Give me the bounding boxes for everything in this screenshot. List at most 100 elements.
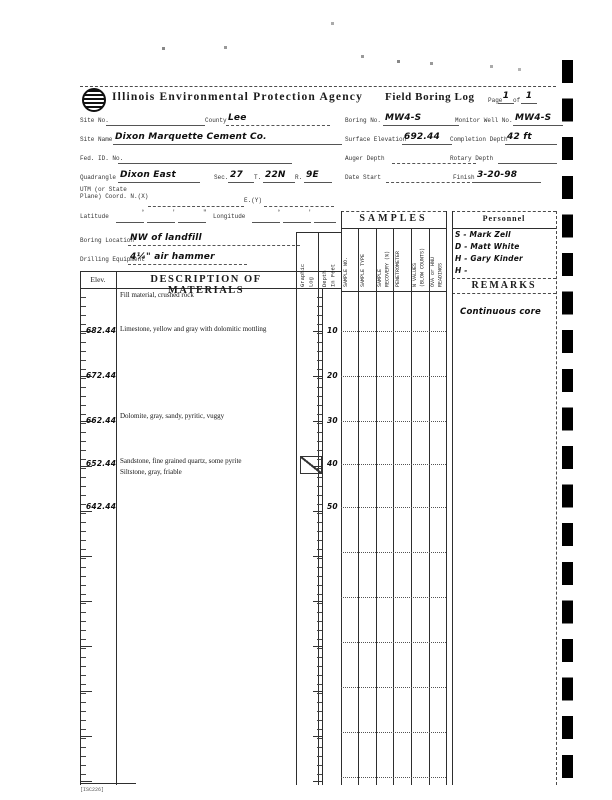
gridline — [341, 464, 446, 465]
rotary-depth-label: Rotary Depth — [450, 155, 494, 162]
depth-label: 30 — [327, 416, 338, 425]
elevation-label: 642.44 — [86, 502, 117, 511]
elevation-label: 652.44 — [86, 459, 117, 468]
personnel-entry: S - Mark Zell — [455, 230, 511, 239]
date-start-field — [386, 167, 475, 183]
gridline — [341, 376, 446, 377]
gridline — [341, 597, 446, 598]
depth-header: Depth In Feet — [321, 263, 337, 287]
sec-field: 27 — [228, 167, 254, 183]
utm-northing-field — [148, 191, 244, 207]
range-field: 9E — [304, 167, 332, 183]
degree-mark: ° — [141, 209, 145, 216]
rotary-depth-field — [498, 148, 557, 164]
gridline — [80, 271, 81, 785]
of-label: of — [513, 97, 521, 104]
description-header: DESCRIPTION OF MATERIALS — [150, 274, 262, 296]
second-mark: ″ — [203, 209, 207, 216]
binding-marks — [562, 60, 573, 779]
gridline — [358, 228, 359, 785]
site-name-label: Site Name — [80, 136, 113, 143]
finish-value: 3-20-98 — [477, 170, 518, 181]
gridline — [80, 288, 341, 289]
degree-mark: ° — [277, 209, 281, 216]
gridline — [446, 211, 447, 785]
gridline — [452, 211, 556, 212]
utm-easting-field — [264, 191, 334, 207]
gridline — [341, 507, 446, 508]
surface-elevation-label: Surface Elevation — [345, 136, 407, 143]
sample-col-header-ova-hnu: OVA or HNU READINGS — [430, 256, 444, 287]
drilling-equipment-label: Drilling Equipment — [80, 256, 145, 263]
auger-depth-label: Auger Depth — [345, 155, 385, 162]
elevation-label: 662.44 — [86, 416, 117, 425]
gridline — [393, 228, 394, 785]
latitude-deg-field — [116, 207, 144, 223]
agency-title: Illinois Environmental Protection Agency — [112, 91, 364, 103]
depth-label: 40 — [327, 459, 338, 468]
surface-elevation-value: 692.44 — [404, 132, 440, 143]
gridline — [116, 271, 117, 785]
material-description: Sandstone, fine grained quartz, some pyr… — [120, 457, 242, 465]
gridline — [452, 211, 453, 785]
gridline — [452, 228, 556, 229]
gridline — [452, 293, 556, 294]
gridline — [296, 232, 297, 785]
longitude-sec-field — [314, 207, 336, 223]
longitude-label: Longitude — [213, 213, 246, 220]
personnel-panel-title: Personnel — [482, 214, 526, 223]
page-total-field: 1 — [521, 88, 537, 104]
gridline — [411, 228, 412, 785]
scan-artifacts — [0, 0, 1, 1]
gridline — [341, 732, 446, 733]
page-total: 1 — [525, 91, 533, 102]
utm-coord-label: UTM (or State Plane) Coord. N.(X) — [80, 186, 149, 201]
township-value: 22N — [265, 170, 286, 181]
boring-location-label: Boring Location — [80, 237, 135, 244]
elevation-major-ticks — [81, 331, 92, 783]
iepa-logo-icon — [82, 88, 106, 112]
sample-col-header-recovery: SAMPLE RECOVERY (%) — [377, 250, 391, 287]
elev-header: Elev. — [90, 275, 106, 284]
page-label: Page — [488, 97, 503, 104]
material-description: Siltstone, gray, friable — [120, 468, 182, 476]
quadrangle-label: Quadrangle — [80, 174, 117, 181]
latitude-label: Latitude — [80, 213, 109, 220]
material-description: Limestone, yellow and gray with dolomiti… — [120, 325, 267, 333]
gridline — [80, 271, 341, 272]
gridline — [556, 211, 557, 785]
page-number-field: 1 — [498, 88, 514, 104]
form-code: [ISC226] — [80, 787, 105, 793]
sample-col-header-sample-no: SAMPLE NO. — [343, 256, 349, 287]
township-field: 22N — [263, 167, 295, 183]
monitor-well-no-value: MW4-S — [515, 113, 552, 124]
elevation-label: 672.44 — [86, 371, 117, 380]
depth-label: 10 — [327, 326, 338, 335]
fed-id-field — [118, 148, 292, 164]
latitude-sec-field — [178, 207, 206, 223]
site-name-value: Dixon Marquette Cement Co. — [115, 132, 267, 143]
gridline — [341, 421, 446, 422]
depth-label: 50 — [327, 502, 338, 511]
gridline — [452, 278, 556, 279]
range-value: 9E — [306, 170, 319, 181]
finish-label: Finish — [453, 174, 475, 181]
quadrangle-field: Dixon East — [118, 167, 200, 183]
longitude-min-field — [283, 207, 311, 223]
gridline — [80, 783, 136, 784]
remarks-header: REMARKS — [471, 280, 537, 291]
boring-no-label: Boring No. — [345, 117, 382, 124]
gridline — [376, 228, 377, 785]
personnel-entry: H - — [455, 266, 468, 275]
gridline — [429, 228, 430, 785]
monitor-well-no-label: Monitor Well No. — [455, 117, 513, 124]
gridline — [341, 687, 446, 688]
sample-col-header-n-values: N VALUES (BLOW COUNTS) — [412, 247, 426, 287]
site-no-label: Site No. — [80, 117, 109, 124]
range-label: R. — [295, 174, 303, 181]
sample-col-header-sample-type: SAMPLE TYPE — [360, 253, 366, 287]
material-description: Dolomite, gray, sandy, pyritic, vuggy — [120, 412, 225, 420]
graphic-log-symbol — [300, 456, 322, 474]
boring-location-field: NW of landfill — [128, 230, 300, 246]
samples-panel-title: SAMPLES — [359, 213, 428, 224]
